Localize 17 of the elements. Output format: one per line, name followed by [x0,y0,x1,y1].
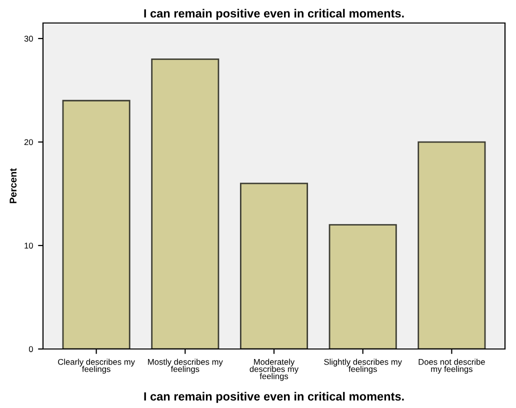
bar [62,100,130,349]
y-tick-label: 0 [28,346,33,352]
chart-title: I can remain positive even in critical moments. [144,8,404,20]
bar [418,141,486,349]
y-tick-label: 20 [24,139,33,146]
bar [151,58,220,349]
y-axis-title: Percent [10,168,17,204]
y-tick-label: 10 [24,242,33,249]
bar [240,182,308,349]
x-tick-label: Clearly describes my feelings [58,358,135,374]
x-tick-label: Does not describe my feelings [418,358,485,374]
y-tick-label: 30 [24,36,33,42]
x-axis-title: I can remain positive even in critical moments. [144,392,404,403]
x-tick-label: Moderately describes my feelings [250,358,299,381]
bar [328,224,397,349]
x-tick-label: Slightly describes my feelings [324,358,402,374]
x-tick-label: Mostly describes my feelings [148,358,223,374]
